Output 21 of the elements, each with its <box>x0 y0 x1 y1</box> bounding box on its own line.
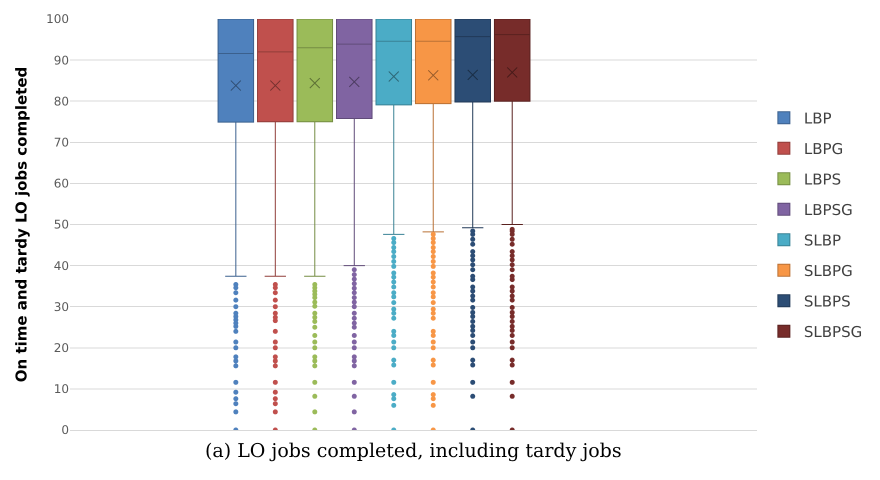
legend-label: LBPS <box>804 170 842 189</box>
legend-label: SLBPG <box>804 262 853 280</box>
legend-label: LBP <box>804 110 832 128</box>
y-axis-title: On time and tardy LO jobs completed <box>12 66 30 382</box>
legend-label: SLBP <box>804 232 842 250</box>
y-tick-label: 30 <box>54 300 69 314</box>
text: (a) LO jobs completed, including tardy jobs <box>205 440 622 462</box>
y-tick-label: 20 <box>54 341 69 355</box>
y-tick-label: 10 <box>54 382 69 396</box>
y-tick-label: 60 <box>54 176 69 191</box>
legend-label: LBPG <box>804 140 844 158</box>
legend-label: LBPSG <box>804 201 853 220</box>
y-tick-label: 80 <box>54 94 69 108</box>
legend-label: SLBPS <box>804 292 851 311</box>
y-tick-label: 100 <box>46 12 69 26</box>
legend-label: SLBPSG <box>804 323 862 342</box>
y-tick-label: 90 <box>54 53 69 68</box>
y-tick-label: 40 <box>54 258 69 273</box>
y-tick-label: 50 <box>54 218 69 232</box>
y-tick-label: 0 <box>61 423 69 438</box>
y-tick-label: 70 <box>54 136 69 150</box>
